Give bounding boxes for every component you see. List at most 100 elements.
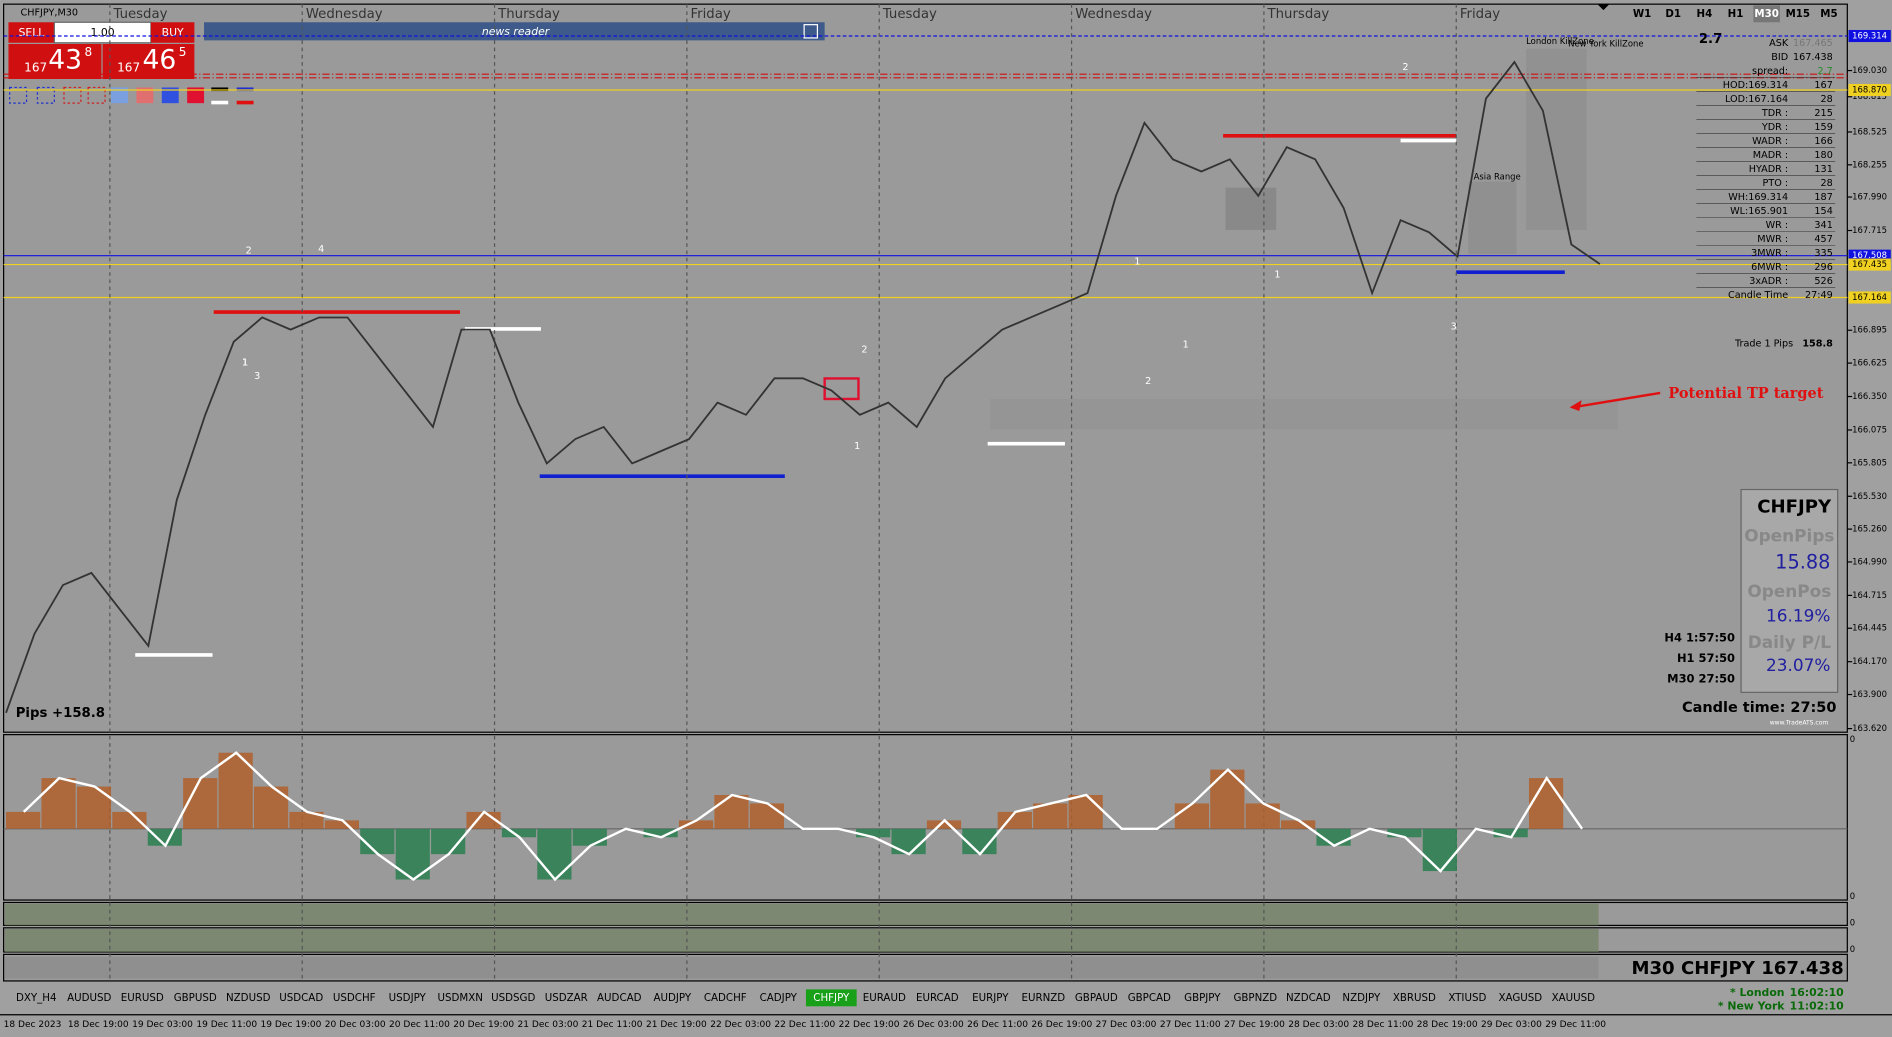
icon[interactable] (211, 87, 229, 92)
symbol-button[interactable]: GBPNZD (1233, 992, 1277, 1004)
symbol-button[interactable]: GBPUSD (174, 992, 217, 1004)
symbol-button[interactable]: XBRUSD (1393, 992, 1436, 1004)
symbol-button[interactable]: USDCAD (279, 992, 323, 1004)
stats-value: 15.88 (1775, 551, 1830, 574)
symbol-button[interactable]: DXY_H4 (16, 992, 57, 1004)
icon[interactable] (136, 87, 154, 104)
symbol-button[interactable]: GBPCAD (1128, 992, 1171, 1004)
symbol-button[interactable]: CADCHF (704, 992, 747, 1004)
timeframe[interactable]: M5 (1820, 8, 1837, 20)
symbol-button[interactable]: XAGUSD (1499, 992, 1543, 1004)
symbol-button[interactable]: AUDJPY (653, 992, 691, 1004)
timeframe[interactable]: W1 (1633, 8, 1651, 20)
marker-number: 2 (861, 344, 867, 355)
date-label: 18 Dec 2023 (4, 1020, 62, 1030)
info-label: WR : (1766, 220, 1789, 231)
timeframe[interactable]: M15 (1786, 8, 1810, 20)
symbol-button[interactable]: EURCAD (916, 992, 959, 1004)
level-badge (1848, 83, 1891, 97)
date-label: 18 Dec 19:00 (68, 1020, 129, 1030)
y-tick-label: 165.530 (1852, 491, 1887, 501)
timeframe[interactable]: H1 (1728, 8, 1744, 20)
symbol-button[interactable]: USDMXN (438, 992, 483, 1004)
icon[interactable] (211, 100, 229, 105)
panel-zero: 0 (1850, 891, 1855, 901)
icon[interactable] (9, 86, 28, 104)
symbol-button[interactable]: EURJPY (972, 992, 1009, 1004)
symbol-button[interactable]: NZDCAD (1286, 992, 1331, 1004)
icon[interactable] (236, 100, 254, 105)
stats-value: 23.07% (1766, 655, 1830, 675)
timeframe[interactable]: D1 (1665, 8, 1681, 20)
symbol-active[interactable] (805, 989, 857, 1007)
date-label: 20 Dec 03:00 (325, 1020, 386, 1030)
icon[interactable] (111, 87, 128, 104)
panel-zero: 0 (1850, 917, 1855, 927)
strip-fill (4, 903, 1599, 926)
osc-bar (1422, 828, 1457, 872)
marker-number: 1 (1183, 340, 1189, 351)
info-label: ASK (1769, 38, 1789, 49)
window-title: CHFJPY,M30 (21, 8, 79, 19)
level-label: 167.508 (1852, 250, 1887, 260)
symbol-button[interactable]: CHFJPY (813, 992, 850, 1004)
symbol-button[interactable]: GBPJPY (1184, 992, 1221, 1004)
news-reader[interactable]: news reader (482, 25, 551, 38)
symbol-button[interactable]: AUDCAD (597, 992, 642, 1004)
osc-bar (572, 828, 607, 846)
osc-bar (1210, 769, 1245, 829)
timeframe-active[interactable] (1753, 5, 1780, 23)
info-value: 28 (1821, 94, 1833, 105)
icon[interactable] (36, 86, 55, 104)
y-tick-label: 169.030 (1852, 65, 1887, 75)
osc-bar (76, 786, 112, 829)
tool-icons[interactable] (9, 86, 254, 105)
symbol-button[interactable]: GBPAUD (1075, 992, 1118, 1004)
icon[interactable] (63, 86, 82, 104)
sell-button[interactable] (8, 22, 55, 43)
y-tick-label: 164.170 (1852, 656, 1887, 666)
symbol-button[interactable]: CADJPY (760, 992, 798, 1004)
buy-label[interactable]: BUY (162, 26, 184, 39)
close-icon[interactable] (803, 24, 819, 39)
osc-bar (1528, 778, 1564, 829)
buy-button[interactable] (150, 22, 195, 43)
info-label: BID (1771, 52, 1788, 63)
level-label: 169.314 (1852, 31, 1887, 41)
info-value: 215 (1814, 108, 1832, 119)
icon[interactable] (187, 87, 205, 104)
info-label: HYADR : (1749, 164, 1788, 175)
sell-label[interactable]: SELL (18, 26, 44, 39)
ask-box[interactable] (102, 43, 195, 80)
timeframe[interactable]: M30 (1754, 8, 1778, 20)
symbol-button[interactable]: EURNZD (1021, 992, 1065, 1004)
icon[interactable] (87, 86, 106, 104)
symbol-button[interactable]: EURAUD (863, 992, 906, 1004)
symbol-button[interactable]: AUDUSD (67, 992, 111, 1004)
symbol-button[interactable]: EURUSD (121, 992, 164, 1004)
info-label: HOD:169.314 (1723, 80, 1788, 91)
zone-label: London KillZone (1526, 36, 1594, 46)
symbol-button[interactable]: USDSGD (491, 992, 535, 1004)
symbol-button[interactable]: NZDJPY (1342, 992, 1381, 1004)
strip-fill (4, 929, 1599, 952)
osc-bar (643, 828, 678, 838)
osc-bar (6, 811, 41, 829)
lot-value[interactable]: 1.00 (91, 26, 115, 39)
date-label: 27 Dec 03:00 (1096, 1020, 1157, 1030)
icon[interactable] (161, 87, 179, 104)
symbol-button[interactable]: NZDUSD (226, 992, 271, 1004)
icon[interactable] (236, 87, 254, 92)
symbol-button[interactable]: USDCHF (333, 992, 376, 1004)
info-label: PTO : (1763, 178, 1789, 189)
symbol-button[interactable]: XTIUSD (1448, 992, 1486, 1004)
osc-zero: 0 (1850, 734, 1855, 744)
timeframe[interactable]: H4 (1697, 8, 1713, 20)
bid-box[interactable] (8, 43, 102, 80)
box (1526, 48, 1587, 230)
symbol-button[interactable]: USDJPY (389, 992, 427, 1004)
symbol-button[interactable]: USDZAR (545, 992, 588, 1004)
level-label: 168.870 (1852, 85, 1887, 95)
symbol-button[interactable]: XAUUSD (1552, 992, 1596, 1004)
